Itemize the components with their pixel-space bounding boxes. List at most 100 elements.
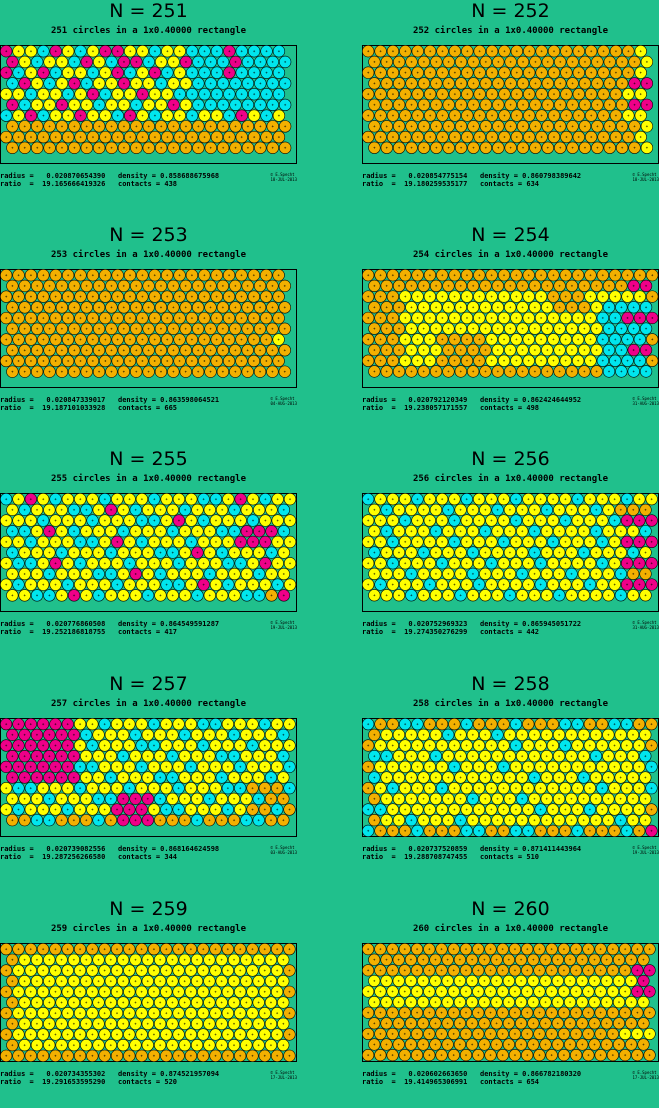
packed-circle [43, 1039, 55, 1051]
packed-circle [529, 750, 541, 762]
packed-circle [80, 954, 92, 966]
packed-circle [93, 323, 105, 335]
packed-circle [578, 589, 590, 601]
packed-circle [535, 557, 547, 569]
packed-circle [19, 793, 31, 805]
packed-circle [418, 547, 430, 559]
packed-circle [224, 45, 236, 57]
packed-circle [230, 121, 242, 133]
packed-circle [62, 943, 74, 955]
packed-circle [393, 1039, 405, 1051]
packed-circle [646, 579, 658, 591]
packed-circle [167, 729, 179, 741]
packed-circle [442, 547, 454, 559]
packed-circle [56, 280, 68, 292]
packed-circle [154, 750, 166, 762]
packed-circle [572, 761, 584, 773]
packed-circle [99, 291, 111, 303]
packed-circle [616, 280, 628, 292]
packed-circle [381, 814, 393, 826]
packed-circle [443, 280, 455, 292]
packed-circle [634, 579, 646, 591]
packed-circle [547, 804, 559, 816]
packed-circle [455, 568, 467, 580]
packed-circle [173, 761, 185, 773]
packed-circle [154, 975, 166, 987]
packed-circle [224, 88, 236, 100]
packed-circle [473, 718, 485, 730]
packed-circle [468, 142, 480, 154]
packed-circle [399, 965, 411, 977]
packed-circle [253, 504, 265, 516]
packed-circle [430, 568, 442, 580]
packed-circle [217, 344, 229, 356]
packed-circle [375, 88, 387, 100]
packed-circle [235, 557, 247, 569]
packed-circle [37, 557, 49, 569]
packed-circle [603, 547, 615, 559]
packed-circle [472, 943, 484, 955]
packed-circle [25, 536, 37, 548]
packed-circle [573, 45, 585, 57]
packed-circle [517, 366, 529, 378]
packed-circle [497, 986, 509, 998]
packed-circle [466, 996, 478, 1008]
packed-circle [185, 1050, 197, 1062]
packed-circle [585, 269, 597, 281]
packed-circle [418, 56, 430, 68]
packed-circle [406, 56, 418, 68]
packed-circle [635, 67, 647, 79]
ratio-contacts-line: ratio = 19.252186818755 contacts = 417 [0, 628, 297, 636]
packed-circle [99, 782, 111, 794]
packed-circle [498, 493, 510, 505]
packed-circle [523, 45, 535, 57]
packed-circle [610, 67, 622, 79]
packed-circle [161, 740, 173, 752]
packed-circle [0, 986, 12, 998]
packed-circle [68, 729, 80, 741]
packed-circle [142, 729, 154, 741]
packed-circle [621, 761, 633, 773]
packed-circle [510, 782, 522, 794]
packed-circle [578, 793, 590, 805]
packed-circle [279, 121, 291, 133]
packed-circle [393, 280, 405, 292]
packed-circle [424, 782, 436, 794]
packed-circle [247, 782, 259, 794]
packed-circle [559, 718, 571, 730]
packed-circle [50, 557, 62, 569]
packed-circle [124, 782, 136, 794]
packed-circle [530, 78, 542, 90]
packed-circle [530, 99, 542, 111]
packed-circle [517, 344, 529, 356]
packed-circle [510, 718, 522, 730]
packed-circle [0, 557, 12, 569]
credit-line: 17-JUL-2013 [633, 1075, 659, 1080]
packed-circle [137, 88, 149, 100]
packed-circle [552, 996, 564, 1008]
packed-circle [399, 718, 411, 730]
packed-circle [516, 525, 528, 537]
packed-circle [566, 547, 578, 559]
packed-circle [105, 525, 117, 537]
packed-circle [412, 536, 424, 548]
packed-circle [19, 323, 31, 335]
packed-circle [443, 366, 455, 378]
packed-circle [44, 344, 56, 356]
packed-circle [436, 1049, 448, 1061]
packed-circle [472, 1049, 484, 1061]
packed-circle [81, 568, 93, 580]
packed-circle [185, 1007, 197, 1019]
packed-circle [412, 579, 424, 591]
packed-circle [284, 557, 296, 569]
packed-circle [100, 45, 112, 57]
packed-circle [449, 579, 461, 591]
packed-circle [609, 334, 621, 346]
packed-circle [449, 536, 461, 548]
packed-circle [572, 536, 584, 548]
packed-circle [62, 355, 74, 367]
packed-circle [69, 99, 81, 111]
packed-circle [442, 750, 454, 762]
packed-circle [124, 1029, 136, 1041]
